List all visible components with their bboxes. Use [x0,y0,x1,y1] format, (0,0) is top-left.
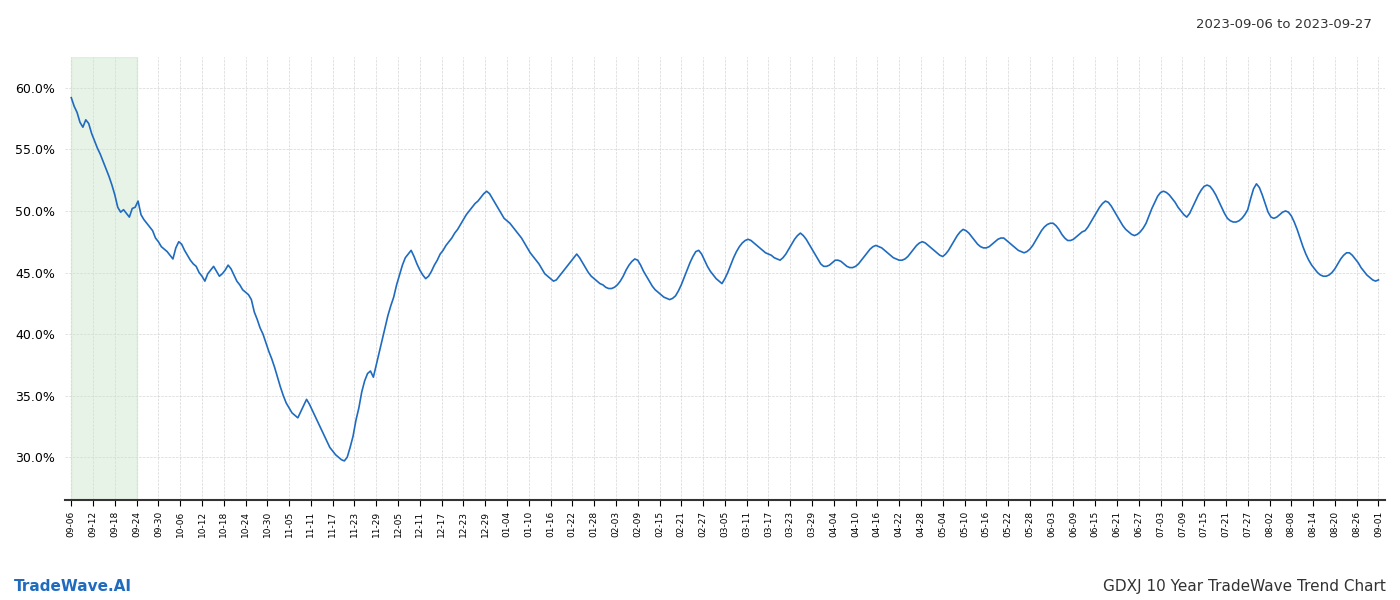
Text: TradeWave.AI: TradeWave.AI [14,579,132,594]
Bar [71,57,137,500]
Text: 2023-09-06 to 2023-09-27: 2023-09-06 to 2023-09-27 [1196,18,1372,31]
Text: GDXJ 10 Year TradeWave Trend Chart: GDXJ 10 Year TradeWave Trend Chart [1103,579,1386,594]
